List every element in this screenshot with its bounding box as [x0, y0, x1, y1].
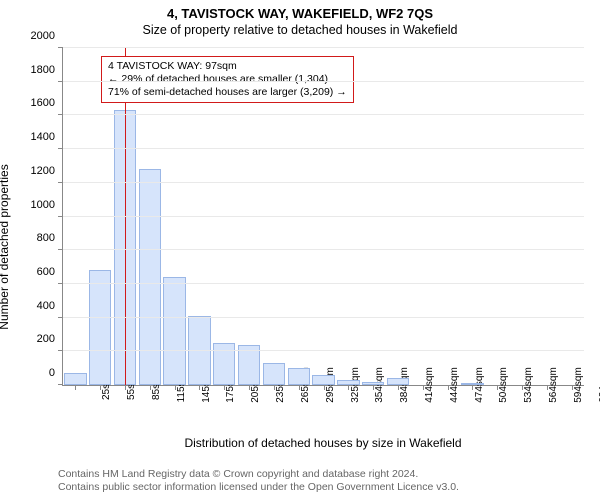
- y-tick-label: 2000: [31, 30, 63, 42]
- y-tick-label: 1000: [31, 199, 63, 211]
- y-tick: [58, 249, 63, 250]
- y-tick-label: 400: [37, 300, 63, 312]
- annotation-line-1: 4 TAVISTOCK WAY: 97sqm: [108, 60, 347, 73]
- y-tick-label: 1200: [31, 165, 63, 177]
- bar: [89, 270, 111, 385]
- bar-slot: 534sqm: [485, 48, 510, 385]
- y-tick-label: 1600: [31, 97, 63, 109]
- bar: [139, 169, 161, 385]
- bar-slot: 414sqm: [386, 48, 411, 385]
- bar-slot: 25sqm: [63, 48, 88, 385]
- y-tick-label: 1800: [31, 64, 63, 76]
- footer-line-1: Contains HM Land Registry data © Crown c…: [58, 468, 459, 481]
- page-subtitle: Size of property relative to detached ho…: [0, 21, 600, 37]
- page-title: 4, TAVISTOCK WAY, WAKEFIELD, WF2 7QS: [0, 0, 600, 21]
- y-tick: [58, 182, 63, 183]
- annotation-box: 4 TAVISTOCK WAY: 97sqm ← 29% of detached…: [101, 56, 354, 103]
- bar-slot: 624sqm: [559, 48, 584, 385]
- bar-slot: 564sqm: [510, 48, 535, 385]
- grid-line: [63, 350, 584, 351]
- footer-line-2: Contains public sector information licen…: [58, 481, 459, 494]
- y-tick-label: 0: [49, 367, 63, 379]
- y-tick: [58, 148, 63, 149]
- bar-slot: 474sqm: [435, 48, 460, 385]
- y-tick: [58, 283, 63, 284]
- y-tick-label: 800: [37, 232, 63, 244]
- grid-line: [63, 182, 584, 183]
- x-axis-label: Distribution of detached houses by size …: [62, 436, 584, 450]
- grid-line: [63, 47, 584, 48]
- y-tick: [58, 114, 63, 115]
- y-tick: [58, 384, 63, 385]
- y-tick: [58, 350, 63, 351]
- y-tick-label: 1400: [31, 131, 63, 143]
- bar-slot: 384sqm: [361, 48, 386, 385]
- y-tick-label: 200: [37, 333, 63, 345]
- y-tick: [58, 81, 63, 82]
- grid-line: [63, 317, 584, 318]
- annotation-line-3: 71% of semi-detached houses are larger (…: [108, 86, 347, 99]
- grid-line: [63, 249, 584, 250]
- grid-line: [63, 283, 584, 284]
- grid-line: [63, 81, 584, 82]
- bar-slot: 444sqm: [410, 48, 435, 385]
- y-tick-label: 600: [37, 266, 63, 278]
- footer-attribution: Contains HM Land Registry data © Crown c…: [58, 468, 459, 494]
- annotation-line-2: ← 29% of detached houses are smaller (1,…: [108, 73, 347, 86]
- y-tick: [58, 47, 63, 48]
- chart-container: Number of detached properties 25sqm55sqm…: [0, 42, 600, 452]
- y-tick: [58, 216, 63, 217]
- x-tick-label: 624sqm: [572, 367, 600, 403]
- bar-slot: 504sqm: [460, 48, 485, 385]
- grid-line: [63, 114, 584, 115]
- grid-line: [63, 148, 584, 149]
- bar-slot: 594sqm: [534, 48, 559, 385]
- plot-area: 25sqm55sqm85sqm115sqm145sqm175sqm205sqm2…: [62, 48, 584, 386]
- y-tick: [58, 317, 63, 318]
- y-axis-label: Number of detached properties: [0, 164, 11, 329]
- grid-line: [63, 216, 584, 217]
